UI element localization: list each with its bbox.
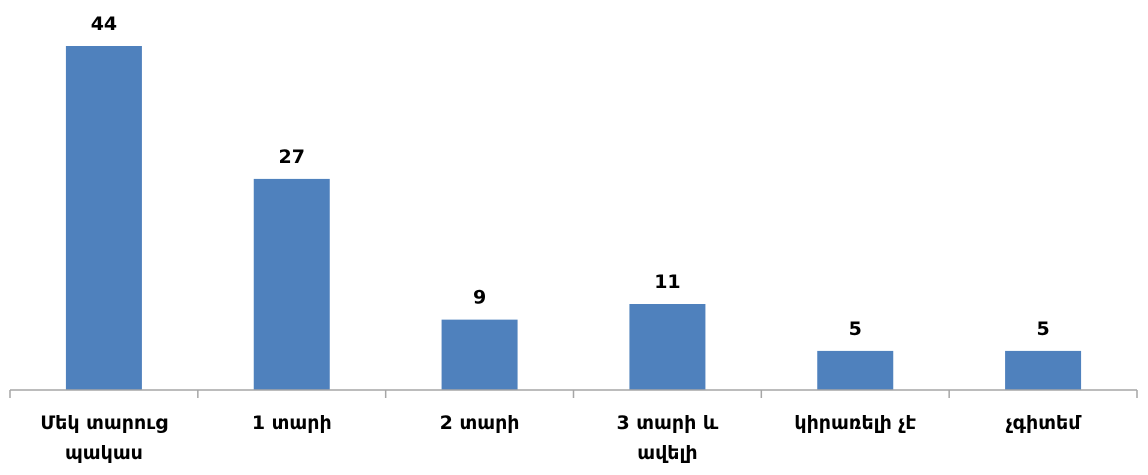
data-label: 27: [279, 146, 305, 168]
bar: [65, 46, 142, 390]
category-label-line: Մեկ տարուց: [40, 412, 167, 434]
category-label: կիրառելի չէ: [794, 412, 916, 434]
category-label-line: պակաս: [65, 442, 143, 464]
bar: [629, 304, 706, 390]
x-axis-ticks: [9, 390, 1138, 398]
bar: [817, 350, 894, 390]
category-label-line: ավելի: [637, 442, 697, 464]
bar: [441, 319, 518, 390]
data-label: 5: [1036, 318, 1049, 340]
bar: [1005, 350, 1082, 390]
data-label: 11: [654, 271, 680, 293]
data-labels-group: 44 27 9 11 5 5: [91, 13, 1050, 340]
category-labels-group: Մեկ տարուց պակաս 1 տարի 2 տարի 3 տարի և ավելի…: [40, 412, 1082, 464]
category-label-line: 2 տարի: [440, 412, 520, 434]
data-label: 5: [849, 318, 862, 340]
category-label-line: կիրառելի չէ: [794, 412, 916, 434]
category-label: 2 տարի: [440, 412, 520, 434]
data-label: 9: [473, 287, 486, 309]
category-label-line: 3 տարի և: [616, 412, 718, 434]
bars-group: [65, 46, 1082, 390]
category-label: 3 տարի և ավելի: [616, 412, 718, 464]
category-label-line: չգիտեմ: [1006, 412, 1082, 434]
category-label-line: 1 տարի: [252, 412, 332, 434]
data-label: 44: [91, 13, 117, 35]
category-label: չգիտեմ: [1006, 412, 1082, 434]
category-label: 1 տարի: [252, 412, 332, 434]
bar: [253, 178, 330, 390]
category-label: Մեկ տարուց պակաս: [40, 412, 167, 464]
